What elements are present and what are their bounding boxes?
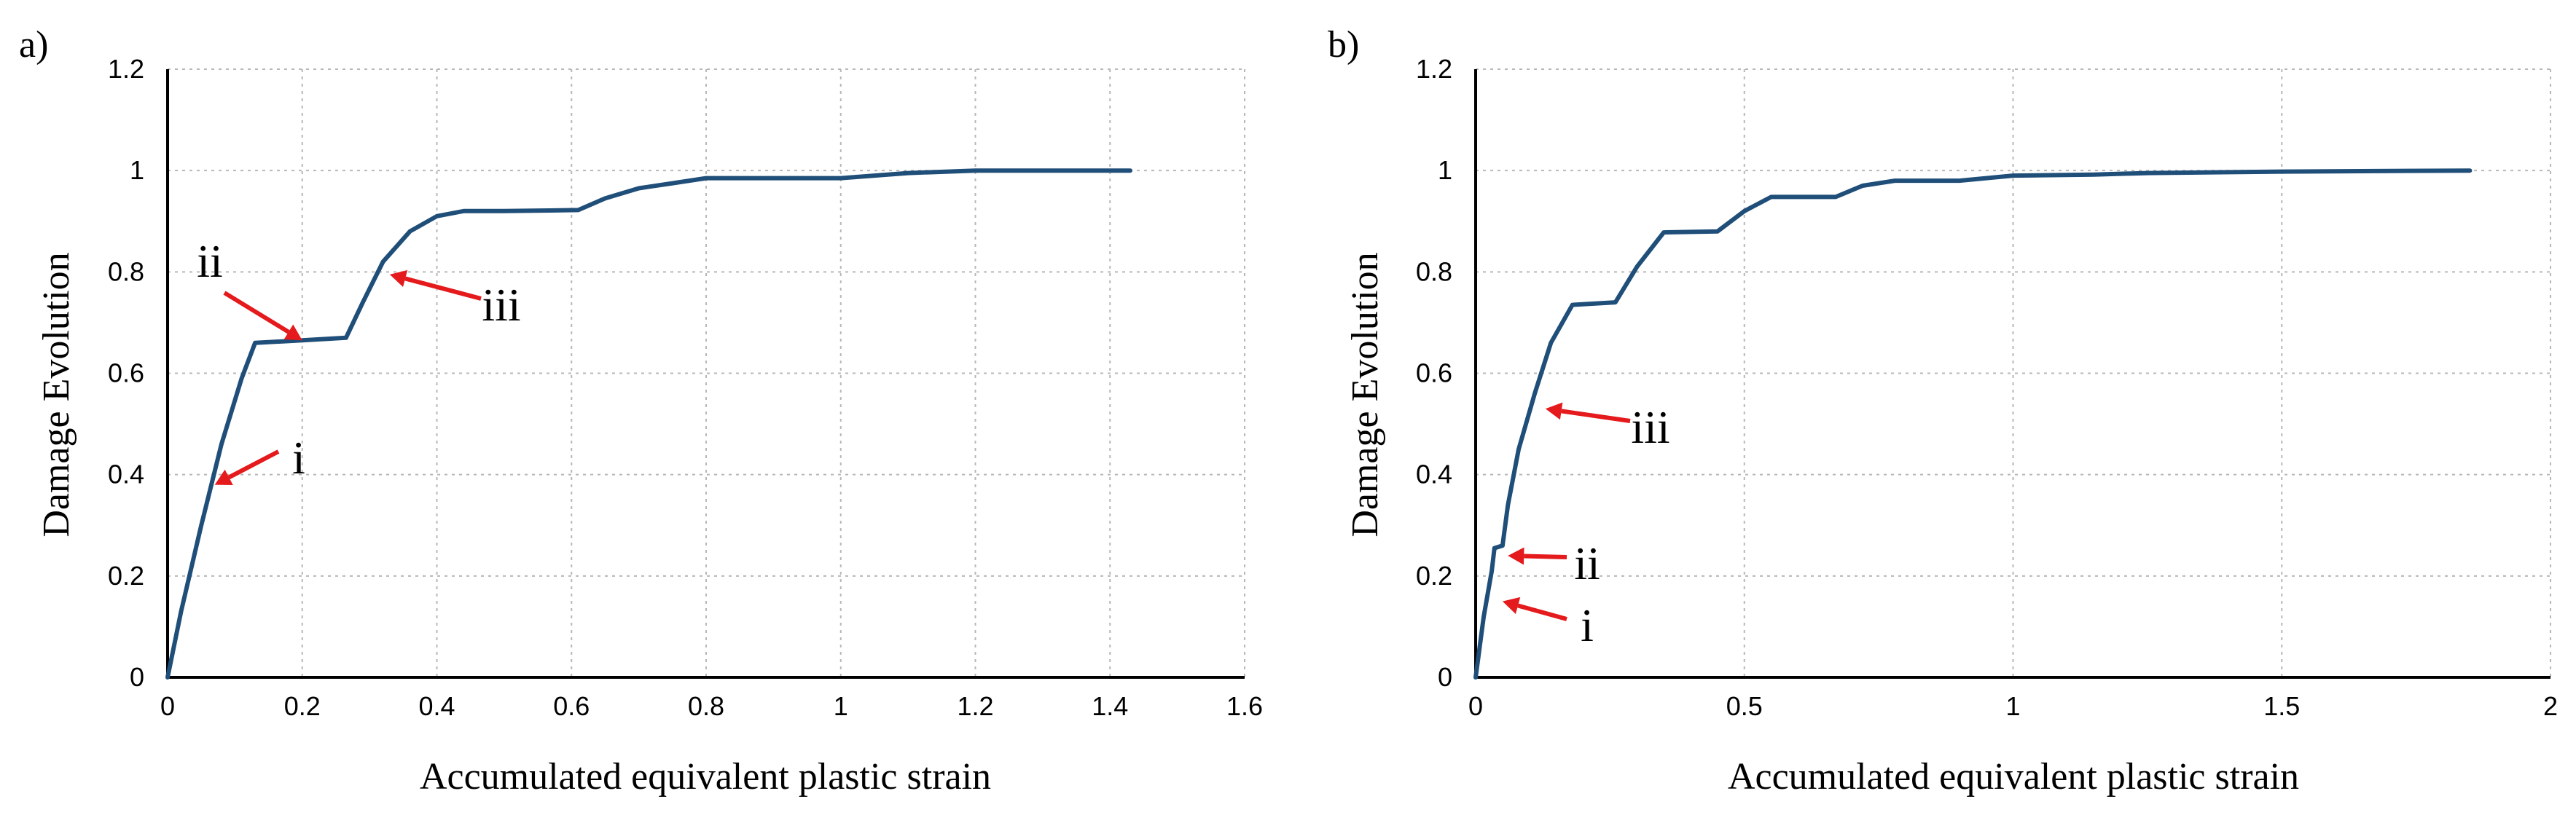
panel-b-annotation-arrow (1524, 554, 1567, 559)
panel-b-annotation-arrow (1517, 603, 1567, 621)
chart-panel-a: a) 0 0.2 0.4 0.6 0.8 1 1.2 1.4 1.6 0 0.2 0.4 0.6 0.8… (19, 24, 1263, 798)
panel-b-y-tick-label: 0.6 (1416, 358, 1452, 388)
panel-b-annotation-label: iii (1631, 401, 1669, 453)
panel-a-annotation-arrow (223, 291, 290, 334)
panel-b-y-tick-label: 0.8 (1416, 256, 1452, 286)
panel-b-y-tick-label: 1 (1438, 155, 1452, 185)
panel-a-y-tick-label: 0.8 (108, 256, 144, 286)
panel-b-damage-curve (1473, 168, 2473, 680)
panel-b-x-tick-label: 1 (2005, 691, 2020, 721)
panel-a-y-tick-label: 1.2 (108, 54, 144, 84)
panel-b-annotation-arrowhead (1508, 547, 1524, 565)
panel-a-annotation-arrow (404, 276, 482, 301)
panel-b-x-ticks: 0 0.5 1 1.5 2 (1468, 691, 2558, 721)
panel-a-y-tick-label: 1 (130, 155, 144, 185)
panel-a-annotation-arrowhead (389, 269, 408, 288)
panel-b-annotation-arrow (1561, 409, 1631, 423)
panel-a-grid (168, 68, 1245, 677)
panel-a-y-axis-title: Damage Evolution (36, 252, 77, 537)
panel-b-annotation-label: ii (1574, 537, 1600, 589)
panel-b-y-ticks: 0 0.2 0.4 0.6 0.8 1 1.2 (1416, 54, 1452, 692)
panel-b-x-tick-label: 0.5 (1726, 691, 1763, 721)
panel-a-annotation-arrowhead (214, 469, 233, 486)
panel-a-x-tick-label: 1 (834, 691, 848, 721)
panel-b-grid (1476, 68, 2551, 677)
panel-b-y-tick-label: 0 (1438, 662, 1452, 692)
panel-a-label: a) (19, 24, 48, 66)
panel-b-annotation-arrowhead (1545, 402, 1563, 420)
panel-b-y-tick-label: 1.2 (1416, 54, 1452, 84)
panel-a-x-ticks: 0 0.2 0.4 0.6 0.8 1 1.2 1.4 1.6 (160, 691, 1263, 721)
panel-a-x-tick-label: 0.6 (553, 691, 590, 721)
panel-a-annotation-arrow (227, 449, 280, 480)
panel-b-annotation-arrowhead (1502, 596, 1521, 615)
panel-a-x-tick-label: 1.4 (1092, 691, 1128, 721)
panel-b-y-tick-label: 0.4 (1416, 460, 1452, 489)
panel-a-x-tick-label: 1.2 (957, 691, 993, 721)
panel-a-annotation-label: i (292, 432, 305, 484)
panel-a-x-tick-label: 0.8 (688, 691, 724, 721)
panel-b-x-tick-label: 2 (2543, 691, 2558, 721)
panel-b-x-tick-label: 1.5 (2263, 691, 2300, 721)
panel-a-damage-curve (165, 168, 1132, 680)
panel-a-y-tick-label: 0.6 (108, 358, 144, 388)
panel-a-y-tick-label: 0 (130, 662, 144, 692)
panel-a-x-tick-label: 1.6 (1226, 691, 1263, 721)
panel-a-x-tick-label: 0.2 (284, 691, 321, 721)
panel-a-y-tick-label: 0.4 (108, 460, 144, 489)
panel-b-x-axis-title: Accumulated equivalent plastic strain (1728, 756, 2299, 798)
panel-b-annotation-label: i (1581, 599, 1594, 651)
panel-a-y-ticks: 0 0.2 0.4 0.6 0.8 1 1.2 (108, 54, 144, 692)
panel-a-annotation-label: iii (482, 279, 520, 331)
panel-b-y-axis-title: Damage Evolution (1344, 252, 1386, 537)
panel-b-x-tick-label: 0 (1468, 691, 1483, 721)
panel-b-y-tick-label: 0.2 (1416, 561, 1452, 591)
panel-a-x-axis-title: Accumulated equivalent plastic strain (420, 756, 991, 798)
panel-a-x-tick-label: 0 (160, 691, 175, 721)
panel-a-annotation-arrowhead (283, 324, 302, 341)
panel-a-annotation-label: ii (197, 235, 223, 287)
panel-b-label: b) (1328, 24, 1359, 66)
panel-a-x-tick-label: 0.4 (418, 691, 455, 721)
panel-a-y-tick-label: 0.2 (108, 561, 144, 591)
